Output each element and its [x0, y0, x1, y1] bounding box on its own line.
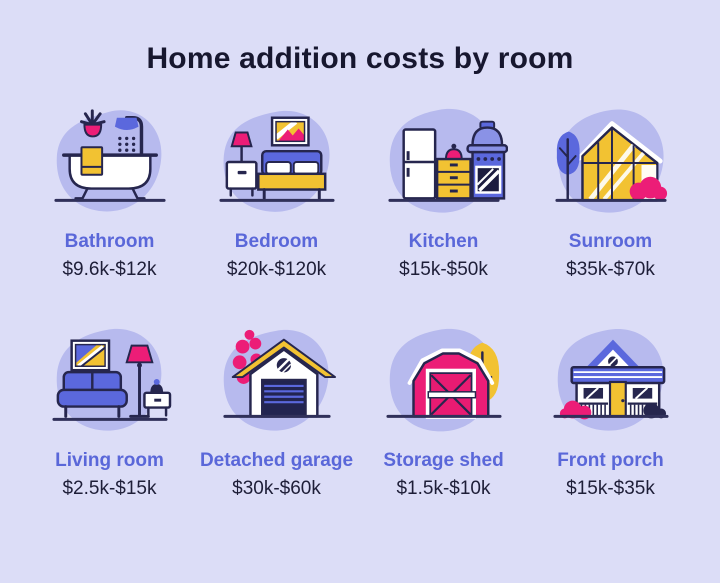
card-living-room: Living room $2.5k-$15k: [26, 321, 193, 500]
sunroom-icon: [554, 109, 667, 213]
house-porch-icon: [552, 328, 669, 431]
card-bedroom: Bedroom $20k-$120k: [193, 102, 360, 281]
room-label: Front porch: [557, 449, 664, 471]
barn-shed-icon: [385, 328, 502, 432]
room-label: Living room: [55, 449, 164, 471]
room-label: Storage shed: [383, 449, 504, 471]
card-bathroom: Bathroom $9.6k-$12k: [26, 102, 193, 281]
page-title: Home addition costs by room: [146, 42, 574, 75]
bathtub-icon: [53, 109, 166, 212]
cost-range: $9.6k-$12k: [62, 258, 157, 280]
sofa-icon: [51, 328, 171, 431]
card-detached-garage: Detached garage $30k-$60k: [193, 321, 360, 500]
room-label: Detached garage: [199, 449, 354, 471]
room-label: Bathroom: [64, 231, 155, 252]
cost-grid: Bathroom $9.6k-$12k: [0, 76, 720, 500]
card-storage-shed: Storage shed $1.5k-$10k: [360, 321, 527, 500]
garage-icon: [222, 329, 336, 431]
cost-range: $35k-$70k: [566, 258, 655, 280]
room-label: Bedroom: [234, 231, 319, 252]
cost-range: $15k-$50k: [399, 258, 488, 280]
bed-icon: [218, 110, 335, 212]
room-label: Kitchen: [408, 231, 479, 252]
room-label: Sunroom: [568, 231, 653, 252]
cost-range: $15k-$35k: [566, 477, 655, 499]
card-front-porch: Front porch $15k-$35k: [527, 321, 694, 500]
card-kitchen: Kitchen $15k-$50k: [360, 102, 527, 281]
card-sunroom: Sunroom $35k-$70k: [527, 102, 694, 281]
cost-range: $20k-$120k: [226, 258, 327, 280]
cost-range: $1.5k-$10k: [396, 477, 491, 499]
cost-range: $30k-$60k: [232, 477, 321, 499]
cost-range: $2.5k-$15k: [62, 477, 157, 499]
kitchen-appliances-icon: [387, 108, 508, 213]
